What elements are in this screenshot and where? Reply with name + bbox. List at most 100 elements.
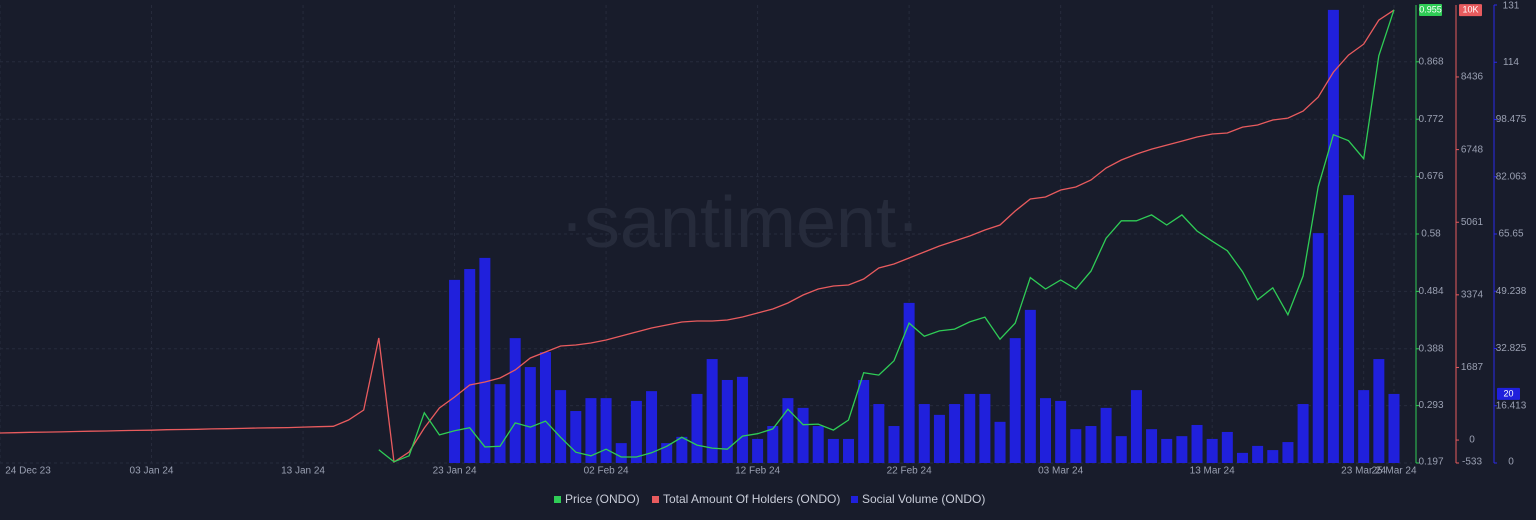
bar xyxy=(979,393,991,463)
bar xyxy=(691,393,703,463)
bar xyxy=(827,438,839,463)
bar xyxy=(843,438,855,463)
y-tick-label: 82.063 xyxy=(1496,171,1527,182)
y-tick-label: 16.413 xyxy=(1496,400,1527,411)
bar xyxy=(1176,436,1188,463)
y-tick-label: 0.868 xyxy=(1418,56,1443,67)
bar xyxy=(494,384,506,463)
x-tick-label: 22 Feb 24 xyxy=(887,466,932,477)
value-badge xyxy=(1419,4,1442,16)
bar xyxy=(1070,429,1082,463)
x-tick-label: 23 Jan 24 xyxy=(433,466,477,477)
watermark: ·santiment· xyxy=(560,183,920,263)
bar xyxy=(1130,390,1142,463)
bar xyxy=(1100,407,1112,463)
y-tick-label: 0 xyxy=(1469,435,1475,446)
y-tick-label: 0 xyxy=(1508,457,1514,468)
bar xyxy=(1358,390,1370,463)
y-tick-label: 0.58 xyxy=(1421,229,1441,240)
bar xyxy=(1327,9,1339,463)
bar xyxy=(509,338,521,463)
value-badge xyxy=(1497,387,1520,400)
bar xyxy=(994,421,1006,463)
y-tick-label: 3374 xyxy=(1461,289,1484,300)
bar xyxy=(555,390,567,463)
bar xyxy=(782,398,794,463)
bar xyxy=(524,367,536,463)
line xyxy=(0,9,1395,464)
bar xyxy=(752,438,764,463)
bar xyxy=(615,443,627,463)
bar xyxy=(1055,400,1067,463)
y-tick-label: -533 xyxy=(1462,457,1482,468)
y-tick-label: 5061 xyxy=(1461,217,1484,228)
bar xyxy=(933,414,945,463)
bar xyxy=(1343,195,1355,463)
bar xyxy=(1373,359,1385,463)
x-tick-label: 13 Jan 24 xyxy=(281,466,325,477)
bar xyxy=(797,407,809,463)
value-badge-label: 0.955 xyxy=(1419,4,1442,14)
y-tick-label: 8436 xyxy=(1461,72,1484,83)
bar xyxy=(570,411,582,463)
y-tick-label: 6748 xyxy=(1461,144,1484,155)
bar xyxy=(873,404,885,463)
legend-swatch xyxy=(851,496,858,503)
legend-swatch xyxy=(652,496,659,503)
x-tick-label: 12 Feb 24 xyxy=(735,466,780,477)
bar xyxy=(767,426,779,463)
x-tick-label: 25 Mar 24 xyxy=(1371,466,1416,477)
bar xyxy=(1191,424,1203,463)
bar xyxy=(676,436,688,463)
bar xyxy=(964,393,976,463)
y-tick-label: 49.238 xyxy=(1496,286,1527,297)
bar xyxy=(1146,429,1158,463)
line xyxy=(378,9,1395,463)
bar xyxy=(1282,442,1294,463)
y-tick-label: 0.484 xyxy=(1418,286,1443,297)
bar xyxy=(1206,438,1218,463)
y-tick-label: 0.676 xyxy=(1418,171,1443,182)
y-tick-label: 65.65 xyxy=(1498,229,1523,240)
bar xyxy=(600,398,612,463)
y-tick-label: 0.772 xyxy=(1418,114,1443,125)
y-tick-label: 98.475 xyxy=(1496,114,1527,125)
legend-label: Social Volume (ONDO) xyxy=(862,492,985,506)
value-badge-label: 10K xyxy=(1462,4,1478,14)
value-badge xyxy=(1459,4,1482,17)
bar xyxy=(1115,436,1127,463)
bar xyxy=(1297,404,1309,463)
bar xyxy=(1040,398,1051,463)
x-tick-label: 03 Jan 24 xyxy=(130,466,174,477)
bar xyxy=(1085,426,1097,463)
bar xyxy=(918,404,930,463)
value-badge-label: 20 xyxy=(1503,388,1513,398)
bar xyxy=(903,302,915,463)
bar xyxy=(1221,431,1233,463)
bar xyxy=(539,352,551,463)
x-tick-label: 24 Dec 23 xyxy=(5,466,51,477)
bar xyxy=(949,404,961,463)
y-tick-label: 0.388 xyxy=(1418,343,1443,354)
bar xyxy=(661,443,673,463)
bar xyxy=(1388,393,1400,463)
x-tick-label: 02 Feb 24 xyxy=(584,466,629,477)
x-tick-label: 23 Mar 24 xyxy=(1341,466,1386,477)
bar xyxy=(630,400,642,463)
bar xyxy=(721,379,733,463)
bar xyxy=(1267,450,1279,463)
bar xyxy=(812,426,824,463)
bar xyxy=(1312,233,1324,463)
x-tick-label: 03 Mar 24 xyxy=(1038,466,1083,477)
y-tick-label: 114 xyxy=(1503,57,1519,68)
x-tick-label: 13 Mar 24 xyxy=(1190,466,1235,477)
bar xyxy=(706,359,718,463)
legend-label: Total Amount Of Holders (ONDO) xyxy=(663,492,840,506)
bar xyxy=(585,398,597,463)
bar xyxy=(1009,338,1021,463)
bar xyxy=(1252,445,1264,463)
bar xyxy=(646,391,658,463)
bar xyxy=(858,379,870,463)
bar xyxy=(449,279,461,463)
